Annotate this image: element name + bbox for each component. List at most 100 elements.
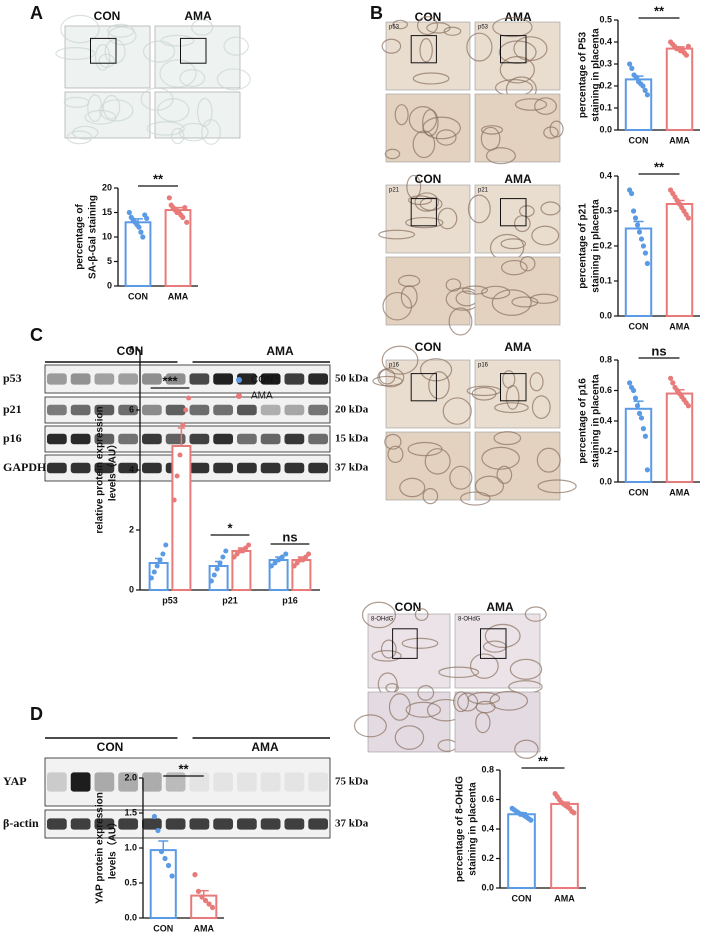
blot-band: [213, 462, 233, 474]
data-point: [642, 87, 648, 93]
significance-label: **: [178, 761, 189, 776]
tissue: [481, 446, 520, 470]
data-point: [306, 551, 312, 557]
group-label: CON: [415, 340, 442, 354]
data-point: [571, 810, 577, 816]
legend-label: AMA: [251, 391, 273, 402]
data-point: [160, 551, 166, 557]
bar: [171, 445, 192, 591]
tissue: [524, 606, 547, 622]
tissue: [445, 278, 462, 292]
micrograph: [385, 21, 471, 91]
y-axis-label: levels（AU）: [106, 439, 119, 501]
tissue: [361, 601, 397, 629]
image-tag: 8-OHdG: [458, 617, 481, 623]
blot-band: [237, 462, 257, 474]
blot-label: p53: [3, 371, 22, 385]
data-point: [268, 563, 274, 569]
tissue: [107, 26, 137, 46]
y-tick-label: 0.8: [481, 764, 494, 774]
y-tick-label: 15: [102, 207, 112, 217]
tissue: [388, 693, 411, 721]
tissue: [371, 650, 402, 662]
blot-band: [308, 404, 328, 416]
tissue: [531, 225, 560, 246]
data-point: [685, 403, 691, 409]
zoom-box: [392, 628, 418, 659]
y-axis-label: staining in placenta: [591, 28, 602, 122]
tissue: [481, 125, 504, 135]
tissue: [511, 296, 539, 308]
micrograph: [154, 25, 241, 89]
data-point: [644, 467, 650, 473]
blot-band: [165, 433, 186, 445]
tissue: [66, 130, 93, 145]
x-tick-label: CON: [153, 923, 173, 933]
data-point: [214, 566, 220, 572]
blot-band: [189, 462, 210, 474]
tissue: [414, 608, 429, 621]
data-point: [169, 873, 175, 879]
tissue: [55, 47, 96, 61]
tissue: [381, 345, 419, 375]
data-point: [157, 557, 163, 563]
blot-band: [213, 373, 233, 385]
blot-band: [94, 373, 115, 385]
bar: [665, 203, 694, 317]
blot-band: [94, 462, 115, 474]
blot-band: [70, 772, 91, 792]
group-label: CON: [415, 172, 442, 186]
tissue: [201, 119, 221, 145]
tissue: [537, 479, 577, 494]
blot-band: [213, 404, 233, 416]
tissue: [60, 14, 100, 44]
tissue: [466, 32, 493, 62]
blot-strip: [44, 809, 331, 839]
data-point: [192, 872, 198, 878]
y-tick-label: 10: [102, 231, 112, 241]
data-point: [683, 52, 690, 58]
data-point: [632, 215, 639, 221]
data-point: [184, 219, 190, 225]
tissue: [392, 19, 408, 30]
blot-band: [260, 462, 281, 474]
blot-label: β-actin: [3, 816, 39, 830]
blot-band: [118, 772, 138, 792]
tissue: [498, 40, 537, 65]
data-point: [165, 862, 172, 869]
bar: [507, 813, 536, 889]
blot-band: [165, 373, 186, 385]
tissue: [140, 87, 174, 111]
blot-label: GAPDH: [3, 460, 47, 474]
zoom-box: [410, 35, 437, 64]
blot-band: [189, 404, 210, 416]
x-tick-label: p21: [222, 595, 238, 605]
micrograph: [64, 25, 151, 89]
blot-band: [118, 433, 138, 445]
data-point: [220, 554, 226, 560]
micrograph: [385, 256, 471, 326]
blot-band: [142, 433, 162, 445]
y-tick-label: 0.3: [599, 58, 612, 68]
y-tick-label: 0.8: [599, 354, 612, 364]
data-point: [199, 894, 205, 900]
data-point: [208, 578, 214, 584]
y-tick-label: 0.0: [599, 124, 612, 134]
data-point: [670, 380, 676, 386]
data-point: [246, 542, 252, 548]
tissue: [377, 367, 405, 388]
y-tick-label: 0.4: [599, 36, 612, 46]
panel-letter: C: [30, 325, 43, 345]
y-tick-label: 8: [129, 344, 134, 354]
blot-band: [308, 433, 328, 445]
data-point: [211, 572, 217, 578]
data-point: [644, 92, 650, 98]
blot-band: [47, 404, 67, 416]
data-point: [642, 250, 649, 256]
y-axis-label: percentage of: [75, 204, 86, 270]
data-point: [182, 205, 188, 211]
tissue: [519, 256, 536, 272]
tissue: [500, 259, 528, 276]
image-tag: p53: [478, 25, 489, 31]
tissue: [493, 431, 522, 446]
